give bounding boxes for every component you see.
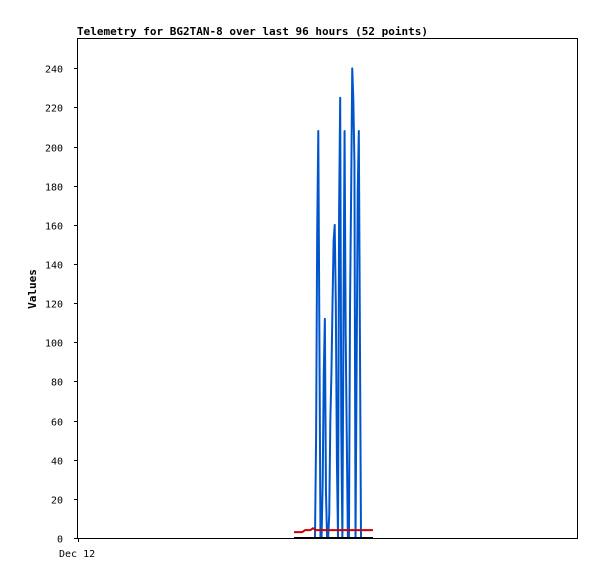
y-tick-label: 220 [45,104,63,115]
y-tick-label: 40 [51,457,63,468]
y-tick-label: 240 [45,65,63,76]
series-line-1 [314,67,362,539]
y-tick-label: 60 [51,418,63,429]
y-tick-label: 0 [57,535,63,546]
y-tick-label: 100 [45,339,63,350]
y-tick-label: 80 [51,378,63,389]
y-axis-label: Values [26,269,39,309]
y-tick-label: 180 [45,183,63,194]
series-line-2 [294,527,373,534]
chart-title: Telemetry for BG2TAN-8 over last 96 hour… [77,25,428,38]
x-axis: Dec 12 [59,538,95,560]
plot-frame [77,38,578,539]
series-layer [294,67,373,539]
y-tick-label: 20 [51,496,63,507]
x-tick-label: Dec 12 [59,549,95,560]
y-tick-label: 140 [45,261,63,272]
y-tick-label: 160 [45,222,63,233]
y-tick-label: 120 [45,300,63,311]
y-axis: 0 20 40 60 80 100 120 140 160 180 200 220 240 [45,65,78,546]
y-tick-label: 200 [45,144,63,155]
